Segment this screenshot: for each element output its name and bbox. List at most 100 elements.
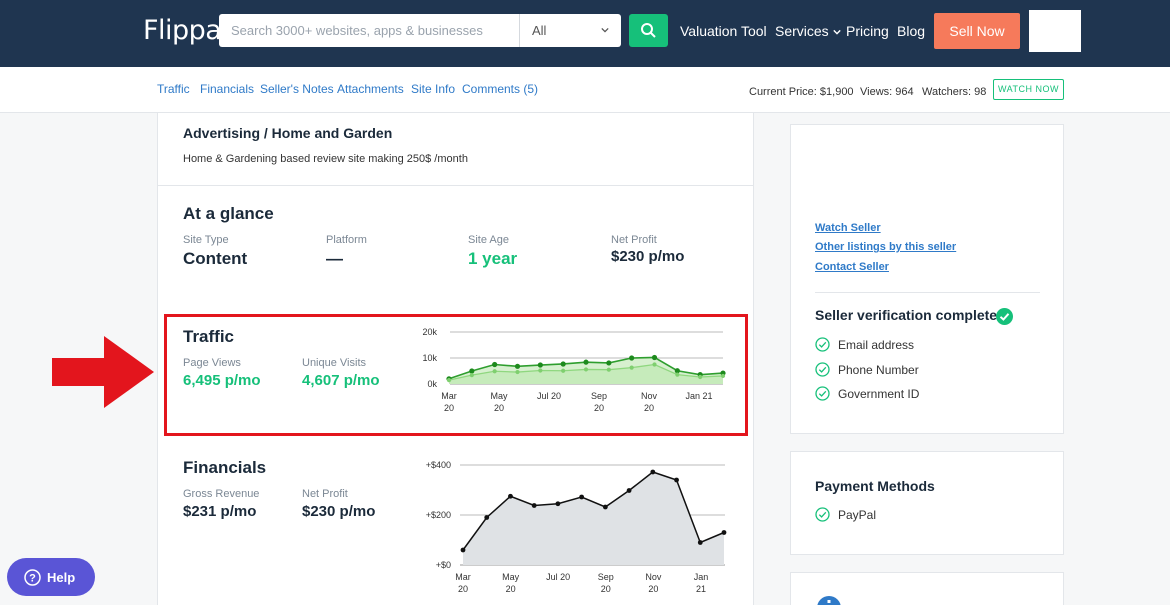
data-point xyxy=(537,362,543,368)
check-circle-icon xyxy=(815,362,830,377)
other-listings-link[interactable]: Other listings by this seller xyxy=(815,241,957,253)
data-point xyxy=(555,501,561,507)
check-circle-icon xyxy=(815,337,830,352)
x-tick-label: Nov xyxy=(645,572,662,582)
x-tick-label: 20 xyxy=(594,403,604,413)
search-input[interactable] xyxy=(219,14,519,47)
data-point xyxy=(460,547,466,553)
financials-net-profit-label: Net Profit xyxy=(302,488,348,500)
net-profit-value: $230 p/mo xyxy=(611,248,685,265)
top-navigation: Flippa All Valuation Tool Services Prici… xyxy=(0,0,1170,67)
verified-badge-icon xyxy=(996,308,1013,325)
divider xyxy=(158,185,753,186)
current-price: Current Price: $1,900 xyxy=(749,86,854,98)
x-tick-label: Jan xyxy=(694,572,709,582)
svg-text:?: ? xyxy=(29,573,36,585)
flippa-logo[interactable]: Flippa xyxy=(143,15,222,46)
nav-blog[interactable]: Blog xyxy=(897,23,926,39)
data-point xyxy=(602,504,608,510)
subnav-comments[interactable]: Comments (5) xyxy=(462,82,539,96)
net-profit-label: Net Profit xyxy=(611,234,657,246)
question-icon: ? xyxy=(24,569,41,586)
category-select[interactable]: All xyxy=(520,14,621,47)
financials-chart: +$400 +$200 +$0 Mar 20 May 20 Jul 20 Sep 20 Nov 20 J… xyxy=(426,460,727,594)
nav-services[interactable]: Services xyxy=(775,23,841,39)
payment-method-paypal-label: PayPal xyxy=(838,508,877,522)
subnav-sellers-notes[interactable]: Seller's Notes xyxy=(260,82,334,96)
data-point xyxy=(492,369,497,374)
listing-subnav: Traffic Financials Seller's Notes Attach… xyxy=(0,67,1170,113)
y-tick-label: +$400 xyxy=(426,460,451,470)
views-count: Views: 964 xyxy=(860,86,914,98)
x-tick-label: Jul 20 xyxy=(537,391,561,401)
search-bar: All xyxy=(219,14,621,47)
site-age-value: 1 year xyxy=(468,249,518,268)
help-button[interactable]: ? Help xyxy=(7,558,95,596)
y-tick-label: 0k xyxy=(427,379,437,389)
x-tick-label: 20 xyxy=(458,584,468,594)
data-point xyxy=(697,540,703,545)
seller-card: Watch Seller Other listings by this sell… xyxy=(790,124,1064,434)
traffic-chart: 20k 10k 0k Mar 20 May 20 Jul 20 Sep 20 Nov 20 Jan 21 xyxy=(422,327,726,413)
site-age-label: Site Age xyxy=(468,234,509,246)
x-tick-label: 20 xyxy=(444,403,454,413)
site-type-value: Content xyxy=(183,249,248,268)
x-tick-label: Jan 21 xyxy=(685,391,712,401)
sell-now-button[interactable]: Sell Now xyxy=(934,13,1020,49)
help-label: Help xyxy=(47,570,76,585)
listing-description: Home & Gardening based review site makin… xyxy=(183,153,468,165)
site-type-label: Site Type xyxy=(183,234,229,246)
divider xyxy=(815,292,1040,293)
watch-now-button[interactable]: WATCH NOW xyxy=(993,79,1064,100)
verification-email-label: Email address xyxy=(838,338,915,352)
data-point xyxy=(508,493,513,499)
data-point xyxy=(629,365,634,370)
verification-phone-label: Phone Number xyxy=(838,363,919,377)
x-tick-label: 20 xyxy=(601,584,611,594)
data-point xyxy=(674,477,679,483)
glance-title: At a glance xyxy=(183,204,274,223)
payment-methods-title: Payment Methods xyxy=(815,478,935,494)
listing-category: Advertising / Home and Garden xyxy=(183,125,393,141)
subnav-traffic[interactable]: Traffic xyxy=(157,82,190,96)
series-line xyxy=(462,471,725,551)
data-point xyxy=(484,515,490,520)
nav-services-label: Services xyxy=(775,23,829,39)
data-point xyxy=(560,361,566,367)
data-point xyxy=(698,374,703,380)
red-arrow-icon xyxy=(52,336,154,408)
series-area xyxy=(463,472,724,565)
unique-visits-value: 4,607 p/mo xyxy=(302,372,380,389)
data-point xyxy=(650,469,656,475)
search-divider xyxy=(519,14,520,47)
search-icon xyxy=(641,23,656,38)
platform-value: — xyxy=(326,249,343,268)
check-circle-icon xyxy=(815,507,830,522)
data-point xyxy=(469,368,475,374)
search-button[interactable] xyxy=(629,14,668,47)
info-icon xyxy=(817,596,841,605)
nav-pricing[interactable]: Pricing xyxy=(846,23,889,39)
chevron-down-icon xyxy=(601,27,609,33)
subnav-site-info[interactable]: Site Info xyxy=(411,82,456,96)
data-point xyxy=(579,494,585,500)
x-tick-label: Mar xyxy=(455,572,471,582)
unique-visits-label: Unique Visits xyxy=(302,357,366,369)
subnav-financials[interactable]: Financials xyxy=(200,82,255,96)
x-tick-label: Mar xyxy=(441,391,457,401)
x-tick-label: Jul 20 xyxy=(546,572,570,582)
x-tick-label: 20 xyxy=(644,403,654,413)
nav-valuation-tool[interactable]: Valuation Tool xyxy=(680,23,767,39)
avatar[interactable] xyxy=(1029,10,1081,52)
contact-seller-link[interactable]: Contact Seller xyxy=(815,261,889,273)
watchers-count: Watchers: 98 xyxy=(922,86,987,98)
traffic-highlight-box xyxy=(164,314,748,436)
data-point xyxy=(514,363,521,369)
subnav-attachments[interactable]: Attachments xyxy=(337,82,404,96)
check-circle-icon xyxy=(815,386,830,401)
watch-seller-link[interactable]: Watch Seller xyxy=(815,222,881,234)
data-point xyxy=(606,360,612,366)
series-area xyxy=(449,364,723,384)
y-tick-label: +$200 xyxy=(426,510,451,520)
x-tick-label: May xyxy=(490,391,508,401)
